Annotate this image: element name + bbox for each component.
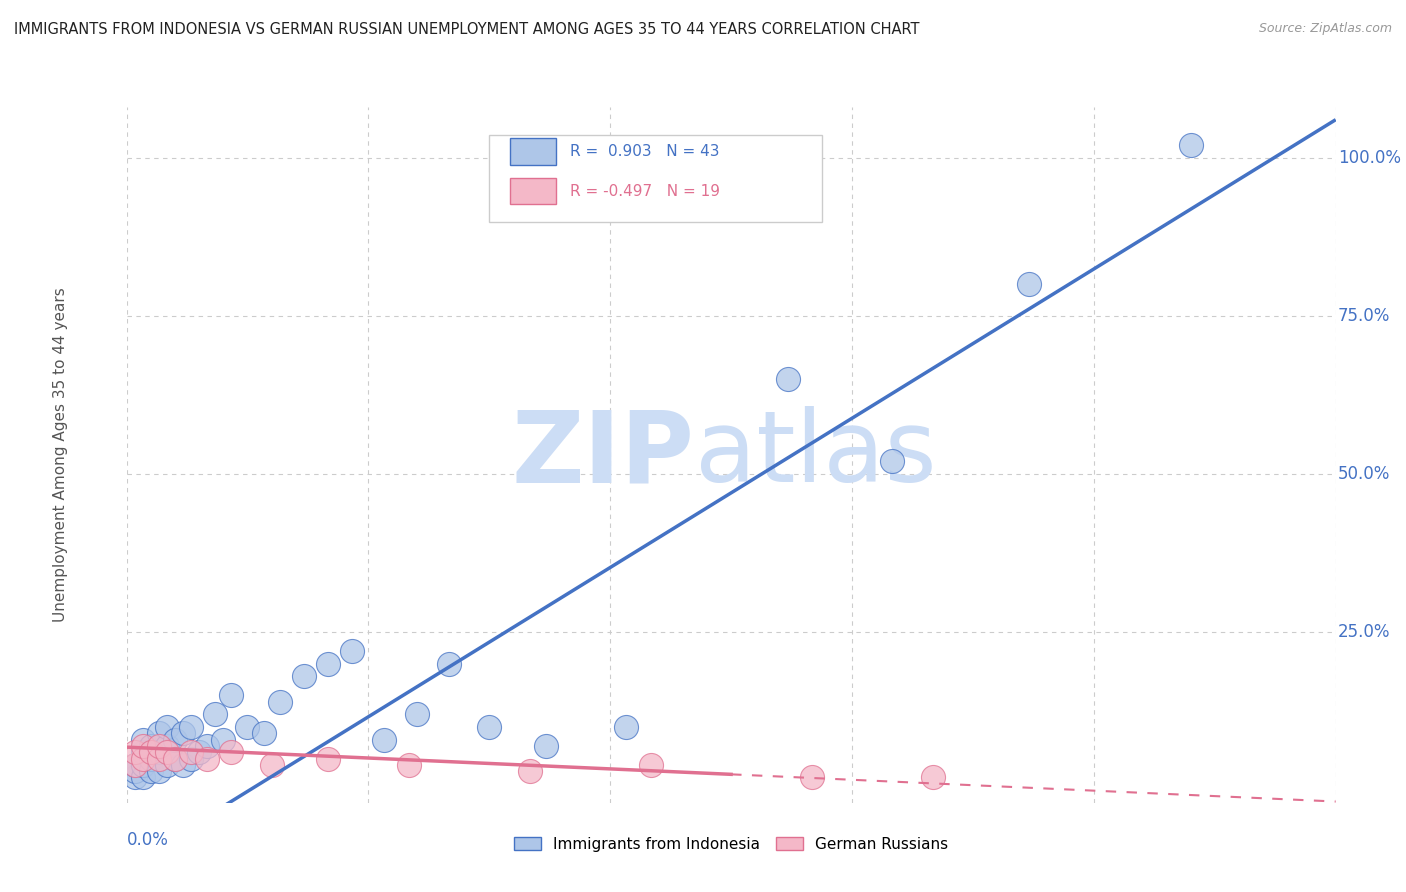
Point	[212, 732, 235, 747]
Text: 75.0%: 75.0%	[1339, 307, 1391, 325]
Point	[316, 751, 339, 765]
Point	[148, 745, 170, 759]
Point	[640, 757, 662, 772]
Point	[139, 739, 162, 753]
Point	[172, 757, 194, 772]
Point	[921, 771, 943, 785]
Point	[124, 757, 146, 772]
Point	[195, 751, 218, 765]
Point	[139, 751, 162, 765]
Point	[776, 372, 799, 386]
Point	[131, 732, 153, 747]
Point	[342, 644, 364, 658]
Text: 0.0%: 0.0%	[127, 830, 169, 848]
Text: atlas: atlas	[695, 407, 936, 503]
Point	[398, 757, 420, 772]
Text: 25.0%: 25.0%	[1339, 623, 1391, 641]
Point	[269, 695, 291, 709]
Point	[148, 751, 170, 765]
Point	[131, 771, 153, 785]
Text: Source: ZipAtlas.com: Source: ZipAtlas.com	[1258, 22, 1392, 36]
Point	[148, 739, 170, 753]
Point	[131, 751, 153, 765]
Point	[260, 757, 283, 772]
Point	[172, 726, 194, 740]
Point	[373, 732, 395, 747]
Point	[163, 751, 186, 765]
Point	[614, 720, 637, 734]
Text: Unemployment Among Ages 35 to 44 years: Unemployment Among Ages 35 to 44 years	[52, 287, 67, 623]
Point	[1018, 277, 1040, 292]
Legend: Immigrants from Indonesia, German Russians: Immigrants from Indonesia, German Russia…	[508, 830, 955, 858]
Point	[139, 745, 162, 759]
Text: R =  0.903   N = 43: R = 0.903 N = 43	[571, 145, 720, 159]
Point	[204, 707, 226, 722]
Text: R = -0.497   N = 19: R = -0.497 N = 19	[571, 184, 720, 199]
Bar	[510, 178, 555, 204]
Point	[156, 745, 179, 759]
Point	[156, 757, 179, 772]
Point	[148, 764, 170, 779]
Point	[163, 732, 186, 747]
Point	[163, 751, 186, 765]
Point	[221, 745, 243, 759]
Point	[156, 720, 179, 734]
Point	[800, 771, 823, 785]
Point	[180, 745, 202, 759]
Text: 100.0%: 100.0%	[1339, 149, 1402, 167]
Point	[236, 720, 259, 734]
Point	[131, 757, 153, 772]
Point	[124, 764, 146, 779]
Point	[156, 739, 179, 753]
Point	[124, 745, 146, 759]
Point	[139, 764, 162, 779]
Point	[124, 757, 146, 772]
Point	[131, 745, 153, 759]
Point	[534, 739, 557, 753]
Point	[131, 739, 153, 753]
Point	[124, 771, 146, 785]
Point	[180, 751, 202, 765]
Point	[882, 454, 904, 468]
Point	[180, 720, 202, 734]
Point	[437, 657, 460, 671]
Point	[405, 707, 427, 722]
FancyBboxPatch shape	[489, 135, 821, 222]
Text: 50.0%: 50.0%	[1339, 465, 1391, 483]
Point	[252, 726, 274, 740]
Bar	[510, 138, 555, 165]
Point	[148, 726, 170, 740]
Point	[292, 669, 315, 683]
Point	[1180, 138, 1202, 153]
Text: IMMIGRANTS FROM INDONESIA VS GERMAN RUSSIAN UNEMPLOYMENT AMONG AGES 35 TO 44 YEA: IMMIGRANTS FROM INDONESIA VS GERMAN RUSS…	[14, 22, 920, 37]
Point	[478, 720, 501, 734]
Point	[188, 745, 211, 759]
Point	[316, 657, 339, 671]
Point	[519, 764, 541, 779]
Point	[195, 739, 218, 753]
Point	[221, 688, 243, 702]
Text: ZIP: ZIP	[512, 407, 695, 503]
